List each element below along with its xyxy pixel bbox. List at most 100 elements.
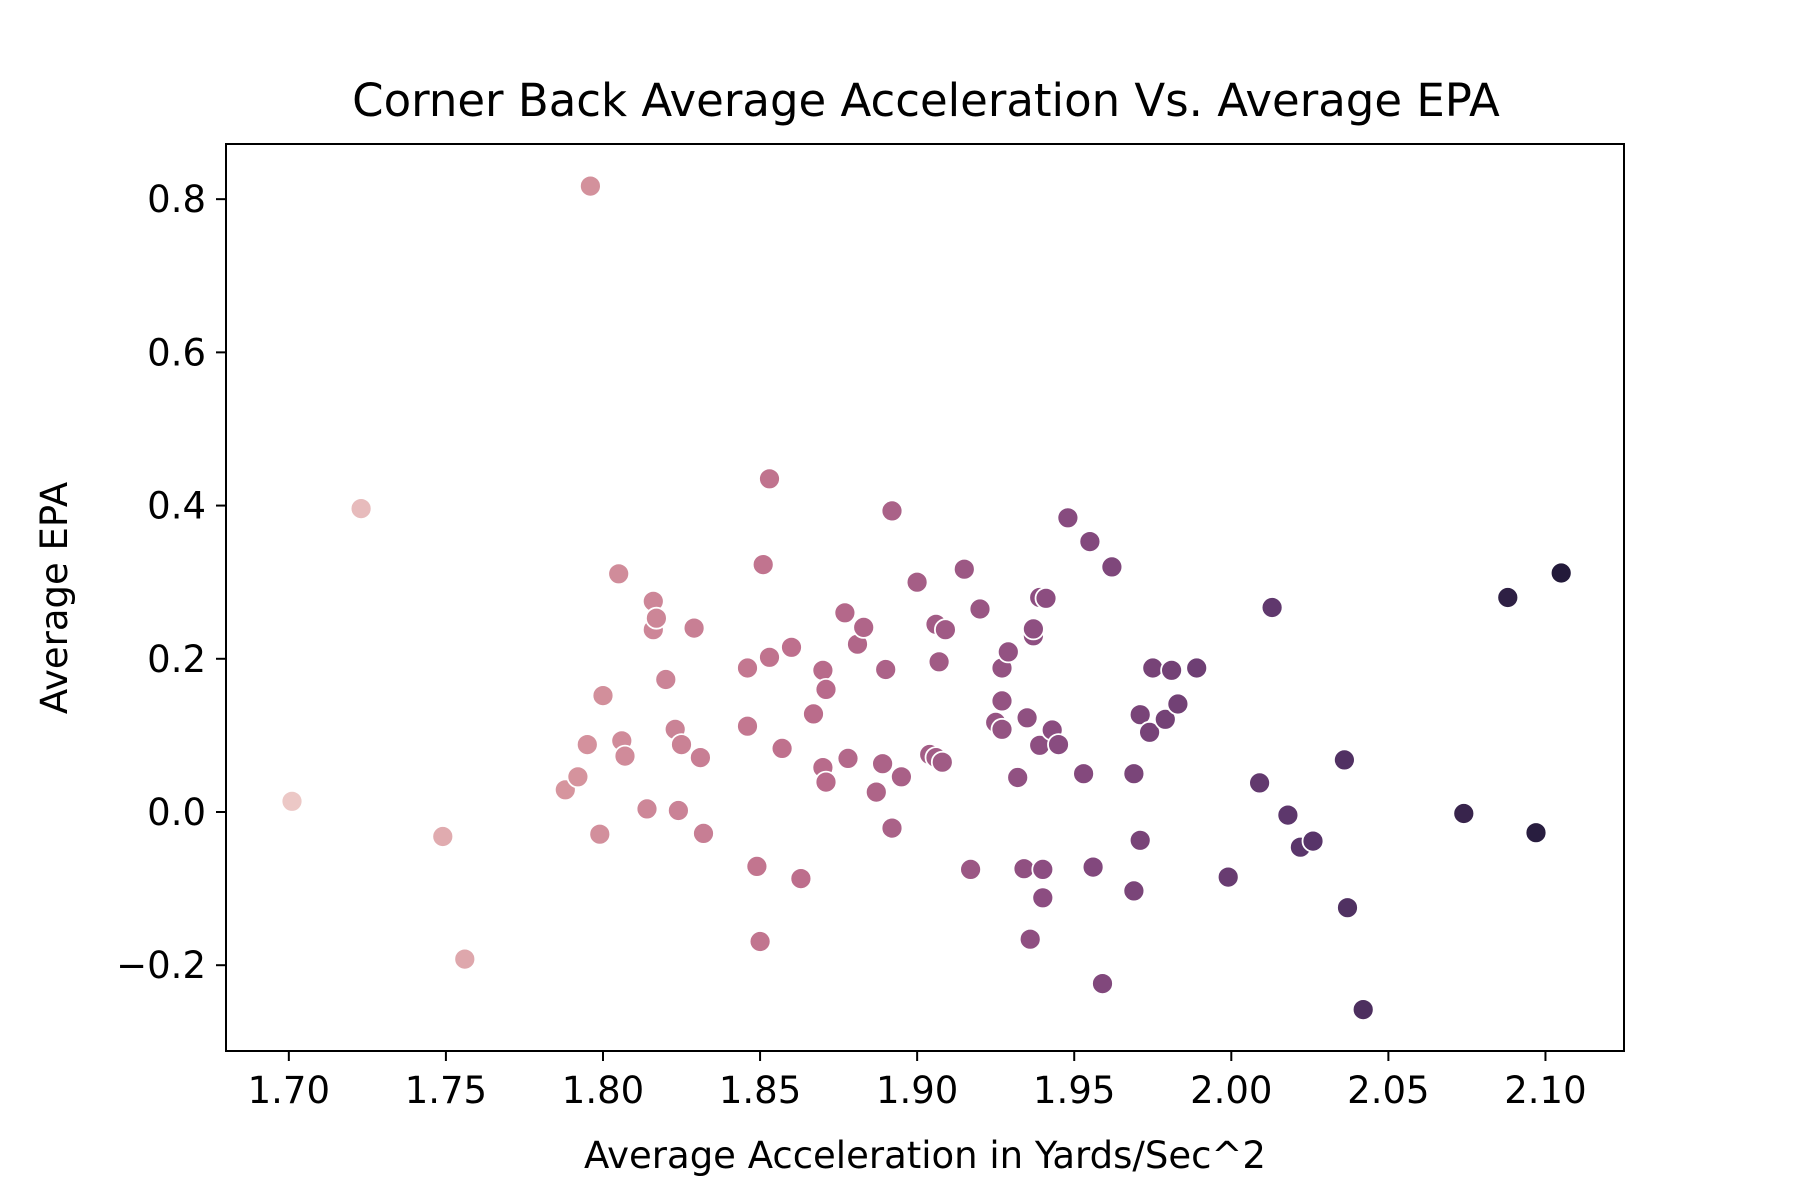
data-point	[959, 858, 982, 881]
data-point	[670, 733, 693, 756]
y-tick-label: 0.2	[147, 638, 206, 681]
data-point	[1128, 828, 1152, 852]
data-point	[280, 789, 304, 813]
data-point	[871, 752, 894, 776]
x-tick-label: 1.85	[719, 1069, 801, 1112]
data-point	[751, 553, 775, 576]
data-point	[770, 737, 794, 760]
data-point	[1128, 703, 1152, 727]
data-point	[1160, 658, 1183, 682]
data-point	[579, 174, 602, 198]
data-point	[990, 689, 1014, 713]
x-tick-label: 2.10	[1504, 1069, 1586, 1112]
data-point	[1081, 855, 1105, 879]
data-point	[682, 616, 706, 640]
y-tick-label: 0.4	[147, 485, 206, 528]
data-point	[890, 765, 913, 789]
data-point	[1031, 858, 1055, 881]
data-point	[1276, 803, 1300, 827]
data-point	[814, 678, 838, 701]
data-point	[927, 650, 951, 674]
data-point	[667, 799, 690, 822]
data-point	[613, 744, 637, 768]
data-point	[1056, 506, 1080, 530]
y-tick-label: 0.6	[147, 331, 206, 374]
points-layer	[280, 174, 1573, 1021]
data-point	[1072, 762, 1095, 786]
data-point	[880, 816, 904, 840]
data-point	[934, 618, 957, 642]
x-tick-label: 1.95	[1033, 1069, 1115, 1112]
data-point	[607, 562, 631, 586]
x-tick-label: 1.90	[876, 1069, 958, 1112]
y-tick-label: −0.2	[116, 944, 206, 987]
data-point	[635, 797, 659, 821]
data-point	[789, 867, 813, 890]
data-point	[758, 645, 781, 669]
x-tick-label: 1.80	[562, 1069, 644, 1112]
data-point	[780, 635, 803, 659]
data-point	[1100, 555, 1124, 579]
chart-title: Corner Back Average Acceleration Vs. Ave…	[352, 74, 1500, 127]
data-point	[588, 822, 612, 846]
data-point	[996, 640, 1020, 664]
data-point	[802, 702, 825, 726]
data-point	[1166, 692, 1190, 716]
data-point	[1012, 857, 1036, 881]
data-point	[1216, 865, 1240, 889]
y-tick-label: 0.8	[147, 178, 206, 221]
data-point	[1185, 656, 1209, 680]
data-point	[453, 947, 477, 971]
data-point	[566, 765, 590, 789]
y-tick-label: 0.0	[147, 791, 206, 834]
data-point	[1153, 707, 1177, 731]
data-point	[1006, 766, 1030, 789]
data-point	[1034, 586, 1058, 610]
data-point	[1138, 720, 1161, 744]
data-point	[1260, 596, 1284, 619]
data-point	[1333, 748, 1356, 772]
data-point	[1549, 561, 1573, 585]
data-point	[748, 930, 772, 953]
data-point	[968, 597, 992, 621]
data-point	[852, 616, 876, 639]
data-point	[575, 733, 599, 756]
plot-frame	[225, 143, 1625, 1052]
data-point	[758, 467, 781, 491]
data-point	[1351, 998, 1375, 1021]
data-point	[814, 770, 838, 794]
axes-layer: 1.70 1.75 1.80 1.85 1.90 1.95 2.00 2.05 2.10 −0.2…	[116, 178, 1587, 1112]
data-point	[811, 658, 835, 682]
x-tick-label: 1.70	[248, 1069, 330, 1112]
data-point	[1022, 617, 1045, 641]
data-point	[1031, 886, 1055, 910]
x-tick-label: 2.05	[1347, 1069, 1429, 1112]
data-point	[745, 855, 769, 878]
data-point	[905, 570, 929, 594]
x-axis-label: Average Acceleration in Yards/Sec^2	[584, 1134, 1266, 1177]
data-point	[1122, 762, 1146, 786]
data-point	[654, 668, 678, 691]
data-point	[692, 822, 715, 845]
data-point	[1248, 771, 1271, 795]
data-point	[1122, 879, 1146, 903]
x-tick-label: 1.75	[405, 1069, 487, 1112]
data-point	[930, 750, 954, 774]
data-point	[864, 780, 888, 804]
data-point	[836, 747, 860, 770]
data-point	[952, 557, 976, 581]
data-point	[990, 717, 1014, 741]
x-tick-label: 2.00	[1190, 1069, 1272, 1112]
data-point	[874, 658, 898, 681]
data-point	[1015, 706, 1039, 730]
data-point	[349, 497, 373, 521]
data-point	[1018, 927, 1042, 951]
data-point	[431, 825, 455, 848]
data-point	[689, 746, 712, 769]
data-point	[1452, 802, 1476, 825]
data-point	[1078, 530, 1102, 553]
data-point	[736, 656, 759, 680]
data-point	[736, 714, 759, 738]
